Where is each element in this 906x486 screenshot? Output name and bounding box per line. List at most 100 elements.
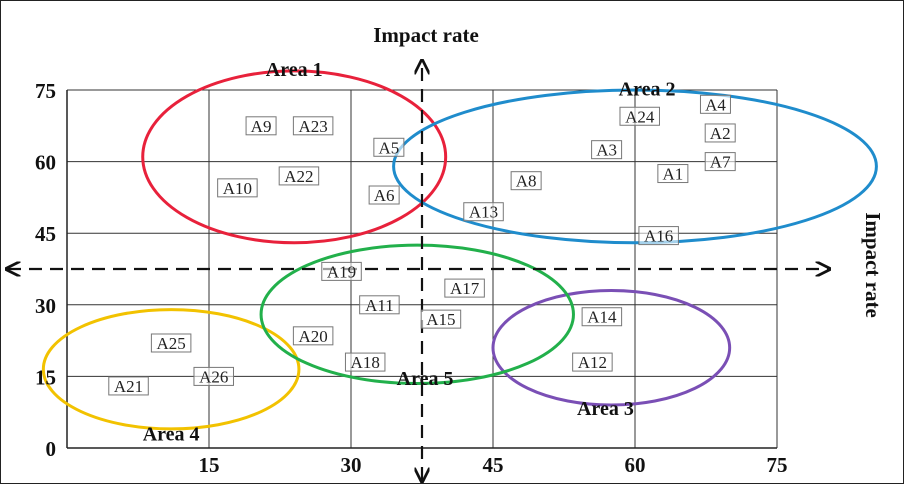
point-a15: A15 — [420, 309, 462, 329]
point-a1: A1 — [657, 164, 689, 184]
point-box — [245, 116, 277, 136]
point-box — [368, 185, 400, 205]
point-a16: A16 — [638, 226, 679, 246]
point-box — [373, 137, 405, 157]
point-box — [292, 326, 334, 346]
point-a4: A4 — [699, 94, 731, 114]
y-tick-label: 15 — [35, 365, 56, 389]
x-tick-label: 75 — [767, 453, 788, 477]
point-a20: A20 — [292, 326, 334, 346]
point-label: A11 — [365, 296, 394, 315]
point-label: A8 — [516, 172, 537, 191]
point-a11: A11 — [359, 295, 400, 315]
point-label: A23 — [298, 117, 327, 136]
point-box — [572, 352, 613, 372]
point-label: A7 — [710, 153, 731, 172]
point-a2: A2 — [704, 123, 736, 143]
point-box — [321, 261, 362, 281]
point-label: A12 — [578, 353, 607, 372]
point-a24: A24 — [619, 106, 660, 126]
y-tick-label: 60 — [35, 151, 56, 175]
area-ellipses: Area 1 Area 2 Area 3 Area 4 Area 5 — [41, 59, 878, 446]
point-labels: A1 A2 A3 A4 A5 A6 A7 A8 A9 A10 A11 A12 A13 A14 A15 A16 A… — [108, 94, 736, 396]
point-label: A25 — [156, 334, 185, 353]
point-box — [292, 116, 334, 136]
point-box — [420, 309, 462, 329]
point-a13: A13 — [463, 202, 504, 222]
point-label: A2 — [710, 124, 731, 143]
point-label: A1 — [662, 165, 683, 184]
point-label: A17 — [450, 279, 480, 298]
point-box — [359, 295, 400, 315]
point-box — [638, 226, 679, 246]
point-a7: A7 — [704, 152, 736, 172]
x-tick-label: 15 — [199, 453, 220, 477]
point-a21: A21 — [108, 376, 149, 396]
tick-labels: 15 30 45 60 75 0 15 30 45 60 75 — [35, 79, 788, 477]
point-label: A10 — [223, 179, 252, 198]
area-4-ellipse — [41, 308, 301, 431]
x-tick-label: 60 — [625, 453, 646, 477]
point-a26: A26 — [193, 366, 234, 386]
point-a23: A23 — [292, 116, 334, 136]
dashed-axes — [8, 62, 828, 480]
point-box — [193, 366, 234, 386]
y-tick-label: 45 — [35, 222, 56, 246]
point-label: A3 — [596, 141, 617, 160]
point-a19: A19 — [321, 261, 362, 281]
point-a6: A6 — [368, 185, 400, 205]
point-a17: A17 — [444, 278, 485, 298]
point-box — [217, 178, 258, 198]
point-a22: A22 — [278, 166, 320, 186]
point-label: A5 — [378, 138, 399, 157]
y-tick-label: 75 — [35, 79, 56, 103]
x-tick-label: 30 — [341, 453, 362, 477]
point-label: A22 — [284, 167, 313, 186]
point-label: A20 — [298, 327, 327, 346]
point-label: A26 — [199, 367, 228, 386]
point-label: A6 — [374, 186, 395, 205]
x-tick-label: 45 — [483, 453, 504, 477]
point-a5: A5 — [373, 137, 405, 157]
point-box — [108, 376, 149, 396]
point-label: A15 — [426, 310, 455, 329]
point-box — [657, 164, 689, 184]
point-box — [704, 123, 736, 143]
area-5-ellipse — [259, 243, 575, 386]
point-a8: A8 — [510, 171, 542, 191]
point-box — [278, 166, 320, 186]
point-box — [704, 152, 736, 172]
point-label: A19 — [327, 262, 356, 281]
point-a3: A3 — [591, 140, 623, 160]
area-3-ellipse — [491, 288, 732, 407]
point-box — [581, 307, 623, 327]
point-a25: A25 — [150, 333, 192, 353]
point-label: A9 — [251, 117, 272, 136]
area-2-label: Area 2 — [619, 78, 676, 100]
point-label: A4 — [705, 95, 726, 114]
point-box — [444, 278, 485, 298]
y-axis-title: Impact rate — [373, 23, 479, 47]
point-box — [619, 106, 660, 126]
point-label: A16 — [644, 227, 673, 246]
point-a9: A9 — [245, 116, 277, 136]
x-axis-title: Impact rate — [861, 212, 885, 318]
point-box — [463, 202, 504, 222]
area-5-label: Area 5 — [397, 368, 454, 390]
point-a10: A10 — [217, 178, 258, 198]
point-label: A14 — [587, 308, 617, 327]
point-a18: A18 — [344, 352, 386, 372]
area-3-label: Area 3 — [577, 398, 634, 420]
area-1-label: Area 1 — [266, 59, 323, 81]
area-4-label: Area 4 — [143, 424, 200, 446]
y-tick-label: 0 — [46, 437, 57, 461]
point-label: A13 — [469, 203, 498, 222]
area-2-ellipse — [392, 88, 878, 245]
point-a12: A12 — [572, 352, 613, 372]
point-box — [150, 333, 192, 353]
y-tick-label: 30 — [35, 294, 56, 318]
point-box — [344, 352, 386, 372]
point-box — [699, 94, 731, 114]
